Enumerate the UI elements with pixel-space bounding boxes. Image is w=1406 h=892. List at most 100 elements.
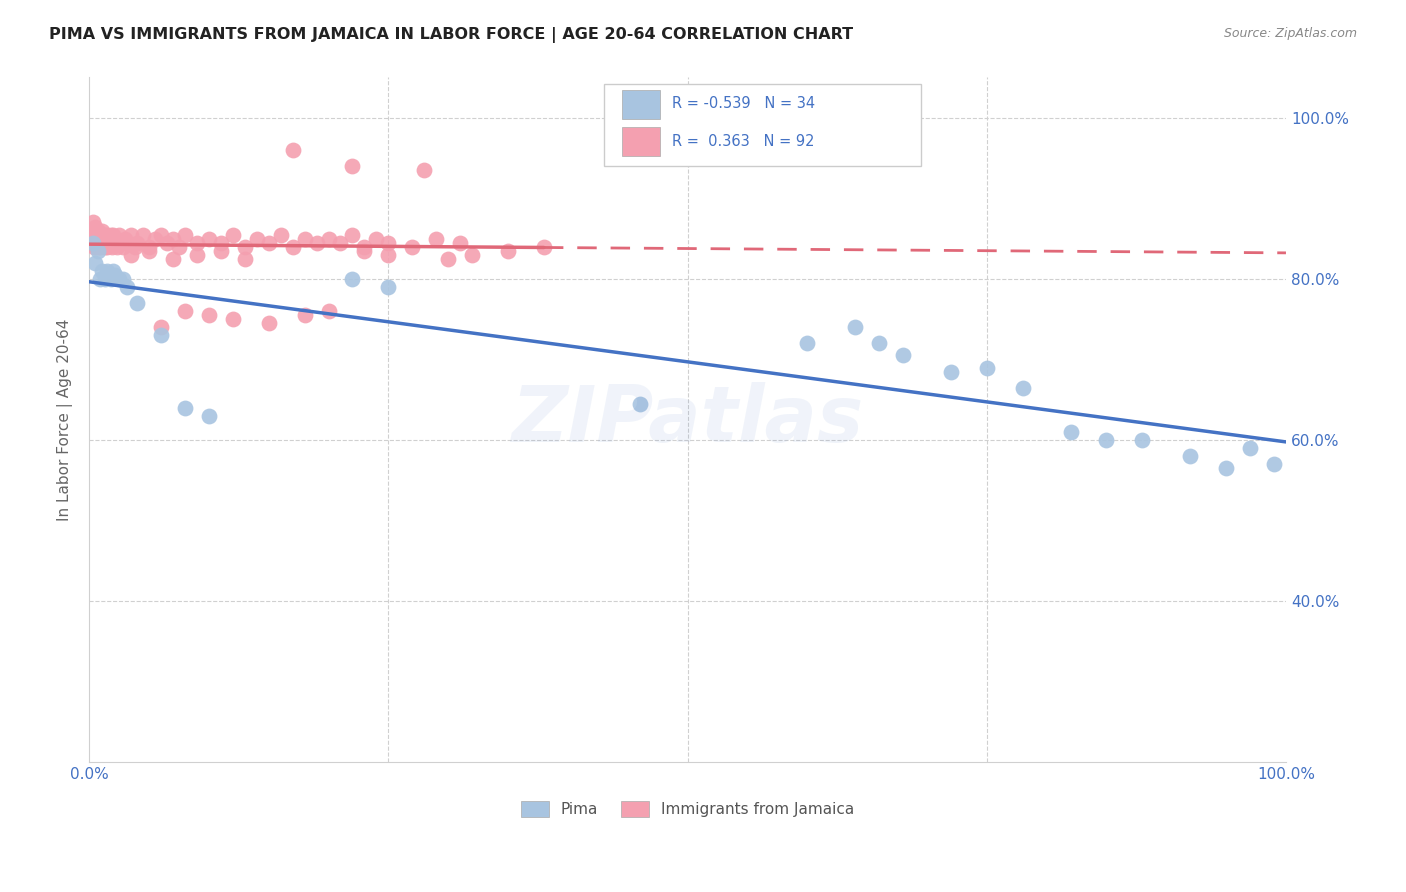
Point	[83, 240, 105, 254]
Point	[124, 240, 146, 254]
Point	[198, 308, 221, 322]
Point	[93, 235, 115, 250]
Point	[496, 244, 519, 258]
Point	[97, 232, 120, 246]
Point	[533, 240, 555, 254]
Point	[353, 240, 375, 254]
Point	[101, 264, 124, 278]
Point	[377, 235, 399, 250]
Point	[90, 235, 112, 250]
Point	[167, 240, 190, 254]
Point	[377, 280, 399, 294]
Point	[105, 240, 128, 254]
Point	[1011, 381, 1033, 395]
Point	[1215, 461, 1237, 475]
Point	[86, 223, 108, 237]
Point	[84, 232, 107, 246]
Point	[437, 252, 460, 266]
Point	[80, 227, 103, 242]
Text: Source: ZipAtlas.com: Source: ZipAtlas.com	[1223, 27, 1357, 40]
Point	[149, 320, 172, 334]
Point	[101, 227, 124, 242]
Text: PIMA VS IMMIGRANTS FROM JAMAICA IN LABOR FORCE | AGE 20-64 CORRELATION CHART: PIMA VS IMMIGRANTS FROM JAMAICA IN LABOR…	[49, 27, 853, 43]
Point	[120, 248, 142, 262]
Point	[353, 244, 375, 258]
FancyBboxPatch shape	[603, 84, 921, 167]
Point	[111, 272, 134, 286]
Legend: Pima, Immigrants from Jamaica: Pima, Immigrants from Jamaica	[515, 795, 860, 823]
Point	[86, 240, 108, 254]
Point	[449, 235, 471, 250]
Point	[87, 240, 110, 254]
Point	[96, 240, 118, 254]
Point	[162, 252, 184, 266]
Point	[91, 232, 114, 246]
Point	[366, 232, 388, 246]
Point	[93, 272, 115, 286]
Point	[108, 227, 131, 242]
Point	[377, 248, 399, 262]
Point	[174, 227, 197, 242]
Point	[117, 235, 139, 250]
Text: R = -0.539   N = 34: R = -0.539 N = 34	[672, 96, 815, 111]
Point	[132, 227, 155, 242]
Point	[90, 227, 112, 242]
Point	[233, 252, 256, 266]
Point	[318, 232, 340, 246]
Point	[110, 235, 132, 250]
Point	[94, 235, 117, 250]
Point	[281, 240, 304, 254]
Point	[93, 240, 115, 254]
Point	[101, 240, 124, 254]
Point	[461, 248, 484, 262]
Point	[114, 232, 136, 246]
Point	[149, 328, 172, 343]
Point	[111, 240, 134, 254]
Point	[868, 336, 890, 351]
Point	[628, 397, 651, 411]
Point	[83, 223, 105, 237]
Point	[294, 232, 316, 246]
Point	[104, 268, 127, 282]
Point	[257, 235, 280, 250]
Point	[91, 223, 114, 237]
Point	[1263, 457, 1285, 471]
Point	[89, 272, 111, 286]
Point	[84, 256, 107, 270]
Point	[174, 304, 197, 318]
Bar	[621, 128, 659, 156]
Point	[1095, 433, 1118, 447]
Point	[143, 232, 166, 246]
Point	[233, 240, 256, 254]
Point	[796, 336, 818, 351]
Point	[198, 232, 221, 246]
Point	[82, 215, 104, 229]
Point	[87, 227, 110, 242]
Point	[103, 235, 125, 250]
Point	[976, 360, 998, 375]
Point	[281, 143, 304, 157]
Point	[162, 232, 184, 246]
Point	[96, 227, 118, 242]
Point	[149, 227, 172, 242]
Point	[891, 349, 914, 363]
Point	[82, 235, 104, 250]
Point	[305, 235, 328, 250]
Point	[1130, 433, 1153, 447]
Point	[100, 272, 122, 286]
Point	[939, 365, 962, 379]
Point	[342, 227, 364, 242]
Point	[1180, 449, 1202, 463]
Point	[209, 244, 232, 258]
Point	[93, 232, 115, 246]
Point	[86, 227, 108, 242]
Text: R =  0.363   N = 92: R = 0.363 N = 92	[672, 134, 814, 149]
Point	[156, 235, 179, 250]
Point	[222, 312, 245, 326]
Point	[222, 227, 245, 242]
Point	[329, 235, 352, 250]
Point	[89, 232, 111, 246]
Point	[93, 227, 115, 242]
Bar	[621, 90, 659, 119]
Point	[174, 401, 197, 415]
